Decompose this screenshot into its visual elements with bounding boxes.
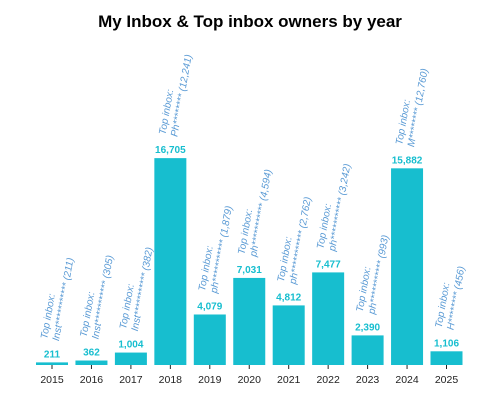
bar-2017 [114, 352, 147, 365]
owner-label-2020: Top inbox:ph*********** (4,594) [236, 166, 274, 258]
x-tick-label-2020: 2020 [238, 374, 262, 386]
chart-title: My Inbox & Top inbox owners by year [98, 12, 402, 31]
value-label-2023: 2,390 [355, 322, 380, 333]
bar-2019 [193, 314, 226, 365]
value-label-2019: 4,079 [197, 301, 222, 312]
x-tick-label-2016: 2016 [80, 374, 104, 386]
value-label-2021: 4,812 [276, 292, 301, 303]
value-label-2018: 16,705 [155, 145, 186, 156]
x-tick-label-2019: 2019 [198, 374, 222, 386]
value-label-2016: 362 [83, 348, 100, 359]
value-label-2015: 211 [44, 349, 61, 360]
owner-label-2022: Top inbox:ph*********** (3,242) [315, 161, 353, 253]
bar-2015 [36, 362, 68, 365]
bar-2025 [430, 351, 463, 365]
bar-2016 [75, 360, 108, 365]
value-label-2020: 7,031 [237, 265, 262, 276]
x-tick-label-2024: 2024 [395, 374, 419, 386]
value-label-2024: 15,882 [392, 155, 423, 166]
owner-label-2023: Top inbox:ph*********** (993) [355, 232, 392, 316]
x-tick-label-2023: 2023 [356, 374, 380, 386]
value-label-2025: 1,106 [434, 338, 459, 349]
owner-label-2018: Top inbox:Ph******** (12,241) [158, 52, 195, 138]
x-tick-label-2018: 2018 [159, 374, 183, 386]
bar-2023 [351, 335, 384, 365]
owner-label-2025: Top inbox:H******** (456) [434, 263, 468, 330]
x-tick-label-2017: 2017 [119, 374, 143, 386]
bar-2021 [272, 305, 305, 365]
x-tick-label-2022: 2022 [316, 374, 340, 386]
value-label-2017: 1,004 [118, 340, 143, 351]
owner-label-2015: Top inbox:Inst*********** (211) [39, 255, 76, 342]
owner-label-2017: Top inbox:Inst*********** (382) [118, 244, 155, 332]
x-tick-label-2015: 2015 [40, 374, 64, 386]
owner-label-2016: Top inbox:Inst*********** (305) [79, 252, 116, 340]
x-tick-label-2021: 2021 [277, 374, 301, 386]
owner-label-2019: Top inbox:ph*********** (1,879) [197, 203, 235, 295]
owner-label-2021: Top inbox:ph*********** (2,762) [276, 194, 314, 286]
bar-2020 [233, 277, 266, 365]
value-label-2022: 7,477 [316, 259, 341, 270]
bar-2022 [312, 272, 345, 365]
bar-2018 [154, 158, 187, 365]
x-tick-label-2025: 2025 [435, 374, 459, 386]
bar-2024 [391, 168, 424, 365]
owner-label-2024: Top inbox:M******** (12,760) [394, 66, 430, 148]
